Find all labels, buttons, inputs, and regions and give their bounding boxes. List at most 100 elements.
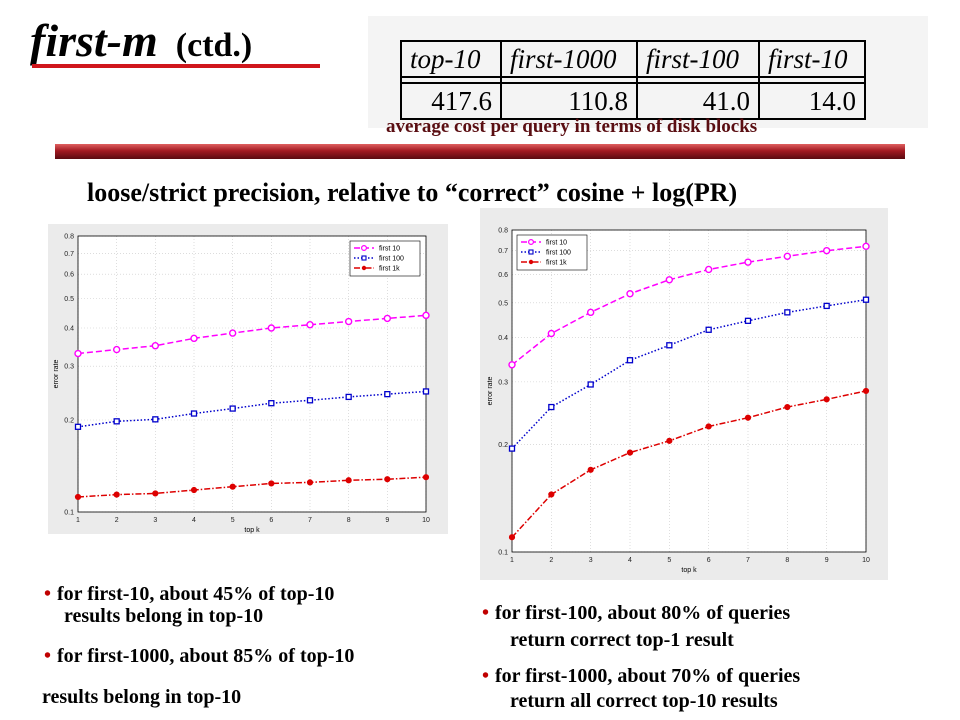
- cost-table-value-cell: 14.0: [758, 82, 866, 120]
- data-point: [547, 329, 556, 338]
- data-point: [190, 334, 198, 343]
- y-axis-label: error rate: [53, 360, 60, 389]
- x-tick-label: 5: [667, 557, 671, 564]
- data-point: [384, 476, 391, 483]
- bullet-right-1: • for first-100, about 80% of queries: [482, 601, 790, 625]
- bullet-right-1-cont: return correct top-1 result: [510, 629, 734, 651]
- data-point: [306, 397, 314, 404]
- legend-marker: [527, 239, 534, 246]
- data-point: [384, 391, 391, 398]
- x-tick-label: 1: [76, 517, 80, 524]
- y-axis-label: error rate: [487, 377, 494, 406]
- y-tick-label: 0.7: [498, 248, 508, 255]
- y-tick-label: 0.4: [64, 326, 74, 333]
- data-point: [152, 490, 159, 497]
- data-point: [190, 486, 198, 494]
- bullet-dot: •: [44, 583, 52, 605]
- x-tick-label: 10: [862, 557, 870, 564]
- data-point: [587, 466, 594, 473]
- bullet-right-2-cont: return all correct top-10 results: [510, 690, 778, 712]
- data-point: [422, 311, 430, 320]
- data-point: [306, 321, 314, 329]
- data-point: [152, 416, 159, 423]
- data-point: [267, 324, 276, 332]
- y-tick-label: 0.1: [64, 510, 74, 517]
- x-tick-label: 1: [510, 557, 514, 564]
- x-tick-label: 3: [153, 517, 157, 524]
- data-point: [422, 474, 430, 481]
- data-point: [74, 349, 82, 358]
- cost-table-header-cell: top-10: [400, 40, 502, 78]
- data-point: [744, 317, 752, 324]
- cost-table-value-cell: 110.8: [500, 82, 638, 120]
- y-tick-label: 0.3: [498, 379, 508, 386]
- plot-area: [78, 236, 426, 512]
- divider-bar: [55, 144, 905, 159]
- data-point: [823, 396, 830, 403]
- data-point: [548, 403, 555, 411]
- cost-table-caption: average cost per query in terms of disk …: [386, 116, 758, 137]
- legend-label: first 100: [546, 250, 571, 257]
- cost-table-header-cell: first-1000: [500, 40, 638, 78]
- x-tick-label: 4: [628, 557, 632, 564]
- legend-label: first 10: [546, 240, 567, 247]
- bullet-text: for first-10, about 45% of top-10: [57, 583, 335, 605]
- x-tick-label: 9: [385, 517, 389, 524]
- series-line-first-1k: [77, 476, 427, 498]
- y-tick-label: 0.3: [64, 364, 74, 371]
- x-tick-label: 10: [422, 517, 430, 524]
- y-tick-label: 0.7: [64, 251, 74, 258]
- data-point: [626, 290, 634, 298]
- data-point: [626, 449, 634, 456]
- y-tick-label: 0.6: [498, 272, 508, 279]
- legend-label: first 100: [379, 256, 404, 263]
- legend-label: first 10: [379, 246, 400, 253]
- series-line-first-10: [511, 245, 867, 366]
- cost-table-header-cell: first-10: [758, 40, 866, 78]
- data-point: [229, 483, 236, 490]
- slide-title-main: first-m: [30, 15, 158, 66]
- data-point: [74, 423, 82, 430]
- series-line-first-100: [511, 298, 867, 450]
- slide-title: first-m (ctd.): [30, 14, 252, 67]
- data-point: [665, 276, 674, 284]
- bullet-dot: •: [482, 665, 490, 687]
- y-tick-label: 0.2: [498, 442, 508, 449]
- y-tick-label: 0.5: [64, 296, 74, 303]
- data-point: [344, 317, 353, 326]
- data-point: [422, 388, 430, 395]
- cost-table-header-cell: first-100: [636, 40, 760, 78]
- data-point: [862, 387, 870, 395]
- cost-table-value-row: 417.6 110.8 41.0 14.0: [400, 82, 866, 120]
- data-point: [345, 393, 352, 401]
- data-point: [383, 314, 392, 323]
- x-tick-label: 8: [347, 517, 351, 524]
- data-point: [74, 493, 82, 501]
- data-point: [228, 329, 237, 337]
- legend-marker: [361, 245, 368, 252]
- x-tick-label: 4: [192, 517, 196, 524]
- data-point: [744, 258, 752, 266]
- bullet-left-2: • for first-1000, about 85% of top-10: [44, 644, 354, 668]
- data-point: [784, 309, 791, 316]
- x-axis-label: top k: [244, 527, 260, 534]
- data-point: [783, 252, 792, 261]
- data-point: [229, 405, 236, 412]
- series-line-first-1k: [511, 390, 867, 538]
- slide-title-suffix: (ctd.): [175, 27, 253, 64]
- x-tick-label: 6: [707, 557, 711, 564]
- cost-table-value-cell: 41.0: [636, 82, 760, 120]
- data-point: [113, 491, 120, 498]
- bullet-left-1-cont: results belong in top-10: [64, 605, 264, 627]
- x-tick-label: 6: [269, 517, 273, 524]
- data-point: [705, 423, 712, 430]
- x-tick-label: 2: [549, 557, 553, 564]
- series-line-first-100: [77, 390, 427, 428]
- cost-table-value-cell: 417.6: [400, 82, 502, 120]
- legend-label: first 1k: [546, 260, 567, 267]
- x-tick-label: 5: [231, 517, 235, 524]
- x-tick-label: 7: [308, 517, 312, 524]
- legend-marker: [528, 249, 534, 255]
- bullet-left-2-cont: results belong in top-10: [42, 686, 242, 708]
- series-line-first-10: [77, 314, 427, 355]
